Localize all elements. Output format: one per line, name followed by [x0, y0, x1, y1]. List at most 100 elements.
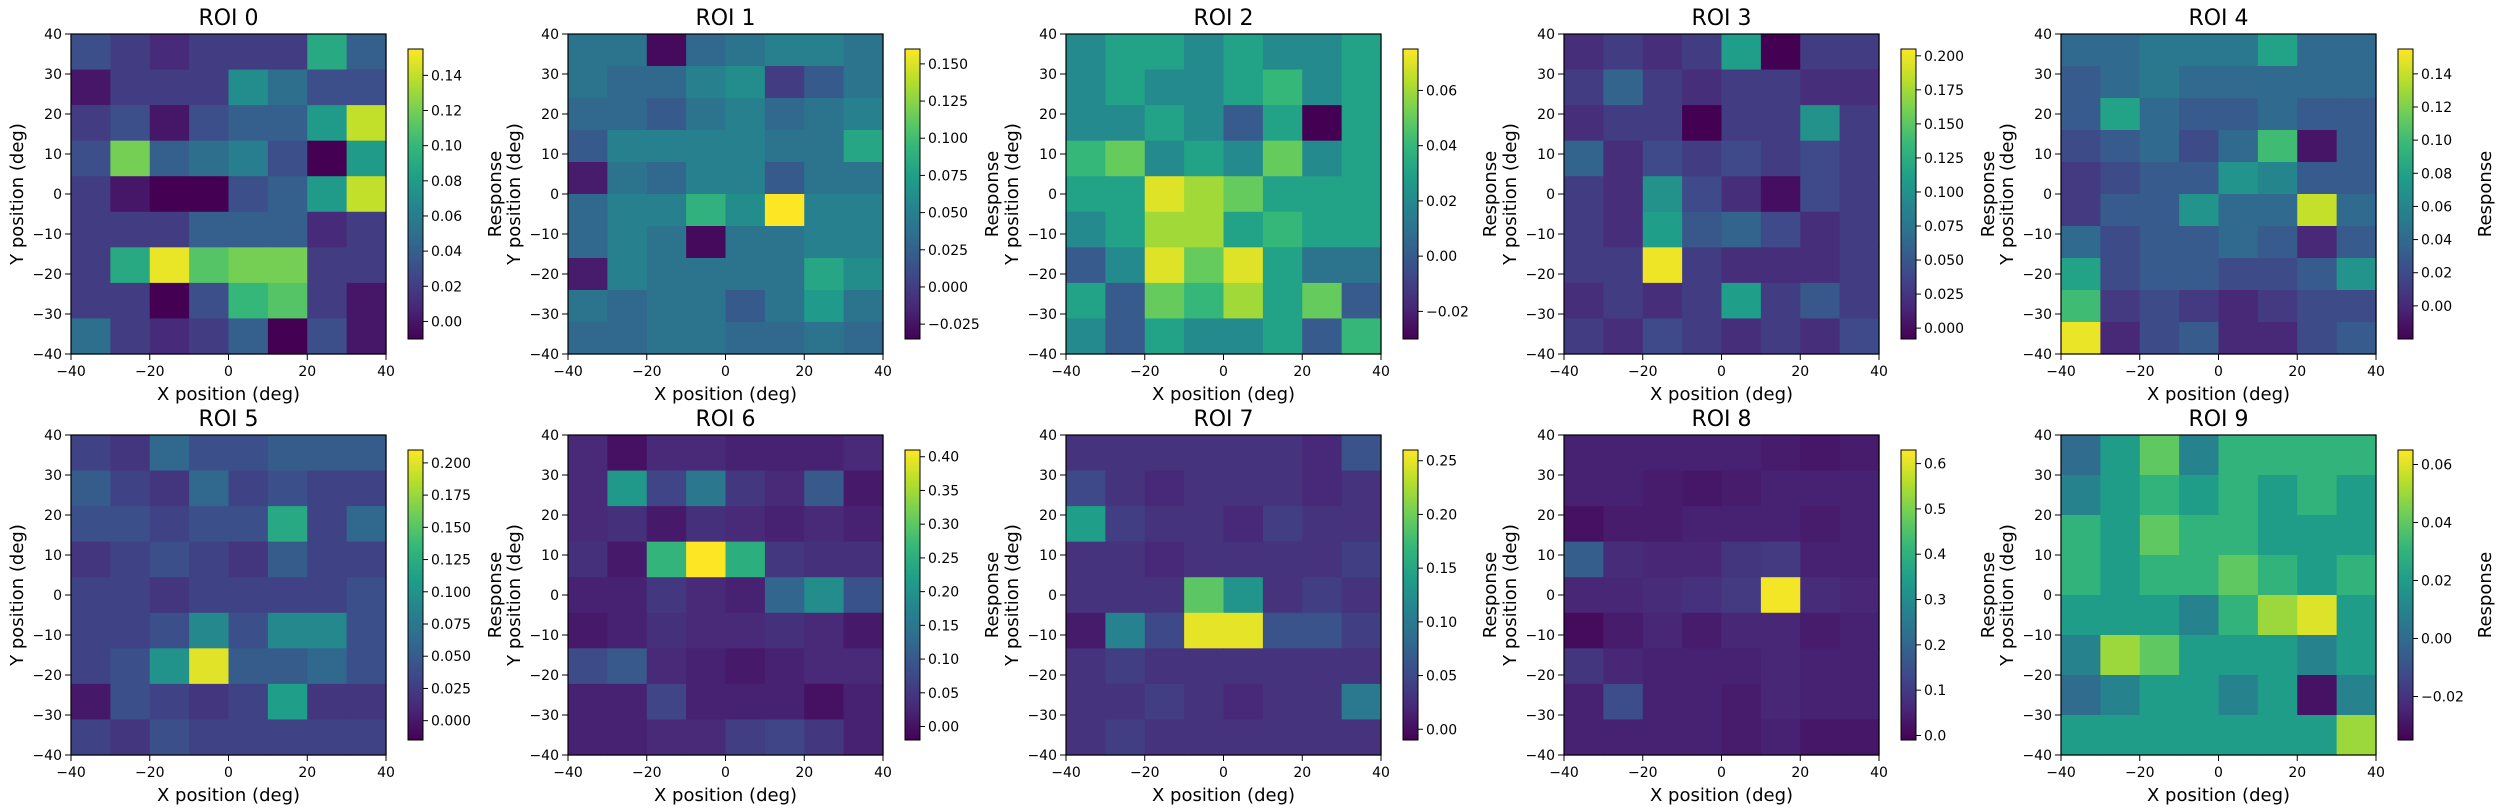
y-tick-label: −10: [529, 227, 559, 243]
heatmap-cell: [1262, 435, 1303, 472]
heatmap-cell: [1682, 318, 1723, 355]
heatmap-cell: [568, 719, 608, 756]
heatmap-cell: [1682, 719, 1723, 756]
y-tick-label: 10: [44, 147, 62, 163]
y-tick-label: 0: [1546, 187, 1555, 203]
heatmap-cell: [646, 162, 687, 195]
heatmap-cell: [1800, 282, 1841, 320]
colorbar-tick-label: 0.04: [2421, 233, 2452, 249]
x-tick-label: 0: [1219, 364, 1228, 380]
heatmap-cell: [2297, 595, 2338, 636]
y-tick-label: 40: [1537, 428, 1555, 444]
heatmap-cell: [1800, 719, 1841, 756]
heatmap-cell: [2100, 34, 2141, 67]
y-tick-label: −20: [2022, 668, 2052, 684]
heatmap-cell: [2297, 162, 2338, 195]
heatmap-cell: [110, 211, 151, 248]
heatmap-cell: [1603, 34, 1644, 71]
heatmap-cell: [646, 612, 687, 649]
heatmap-cell: [1262, 577, 1303, 614]
heatmap-cell: [1302, 105, 1343, 142]
heatmap-cell: [607, 577, 648, 614]
heatmap-cell: [725, 612, 766, 649]
heatmap-cell: [2218, 595, 2259, 636]
heatmap-cell: [110, 176, 151, 213]
y-tick-label: −40: [1027, 748, 1057, 764]
y-tick-label: 40: [541, 27, 559, 43]
heatmap-cell: [1066, 176, 1106, 213]
x-tick-label: 40: [874, 364, 892, 380]
heatmap-cell: [1341, 577, 1382, 614]
colorbar-tick-label: 0.00: [2421, 299, 2452, 315]
y-tick-label: −10: [1027, 628, 1057, 644]
heatmap-cell: [2297, 130, 2338, 163]
heatmap-cell: [2139, 66, 2180, 99]
heatmap-cell: [2218, 715, 2259, 756]
heatmap-cell: [1066, 541, 1106, 578]
heatmap-cell: [189, 719, 230, 756]
heatmap-cell: [2139, 162, 2180, 195]
x-tick-label: 20: [1293, 364, 1311, 380]
heatmap-cell: [1760, 435, 1801, 472]
x-tick-label: 40: [2367, 364, 2385, 380]
heatmap-cell: [1760, 318, 1801, 355]
heatmap-cell: [1341, 282, 1382, 320]
heatmap-cell: [189, 435, 230, 472]
colorbar-tick-label: 0.175: [431, 488, 471, 504]
heatmap-cell: [1066, 612, 1106, 649]
heatmap-cell: [1721, 247, 1762, 284]
heatmap-cell: [1184, 612, 1225, 649]
heatmap-cell: [1564, 506, 1604, 543]
heatmap-cell: [804, 322, 845, 355]
heatmap-cell: [71, 176, 111, 213]
heatmap-cell: [267, 541, 308, 578]
heatmap-cell: [2061, 130, 2101, 163]
heatmap-cell: [764, 226, 805, 259]
colorbar-tick-label: 0.10: [1426, 615, 1457, 631]
colorbar-tick-label: 0.025: [431, 681, 471, 697]
heatmap-cell: [189, 282, 230, 320]
heatmap-cell: [1262, 140, 1303, 177]
colorbar-label: Response: [485, 151, 506, 237]
heatmap-cell: [2336, 675, 2377, 716]
heatmap-cell: [228, 683, 269, 721]
heatmap-cell: [1760, 247, 1801, 284]
heatmap-cell: [2218, 675, 2259, 716]
heatmap-cell: [1839, 470, 1880, 507]
colorbar-tick-label: 0.40: [928, 450, 959, 466]
heatmap-cell: [1839, 140, 1880, 177]
heatmap-cell: [189, 506, 230, 543]
roi-5-panel: ROI 5 −40 −20 0 20 40 −40 −30 −20 −10 0 10 20 30 40 X p…: [7, 407, 506, 806]
heatmap-cell: [1223, 648, 1264, 685]
heatmap-cell: [2297, 675, 2338, 716]
heatmap-cell: [646, 258, 687, 291]
x-axis-label: X position (deg): [654, 384, 797, 405]
heatmap-cell: [1262, 470, 1303, 507]
heatmap-cell: [568, 194, 608, 227]
colorbar-tick-label: 0.04: [431, 244, 462, 260]
heatmap-cell: [2139, 98, 2180, 131]
heatmap-cell: [2061, 226, 2101, 259]
colorbar-tick-label: 0.15: [1426, 561, 1457, 577]
heatmap-cell: [2061, 555, 2101, 596]
heatmap-cell: [228, 247, 269, 284]
heatmap-cell: [2139, 258, 2180, 291]
colorbar-tick-label: 0.06: [431, 209, 462, 225]
heatmap-cell: [1721, 176, 1762, 213]
heatmap-cell: [725, 648, 766, 685]
heatmap-cell: [1262, 683, 1303, 721]
colorbar-label: Response: [1480, 151, 1501, 237]
heatmap-cell: [764, 194, 805, 227]
heatmap-cell: [1760, 719, 1801, 756]
heatmap-cell: [110, 282, 151, 320]
heatmap-cell: [307, 612, 348, 649]
heatmap-cell: [1144, 69, 1185, 106]
heatmap-cell: [764, 648, 805, 685]
y-tick-label: −30: [2022, 708, 2052, 724]
y-tick-label: 0: [1048, 588, 1057, 604]
heatmap-cell: [346, 211, 387, 248]
heatmap-cell: [1603, 506, 1644, 543]
heatmap-cell: [646, 577, 687, 614]
heatmap-cell: [764, 34, 805, 67]
x-axis-label: X position (deg): [1152, 384, 1295, 405]
